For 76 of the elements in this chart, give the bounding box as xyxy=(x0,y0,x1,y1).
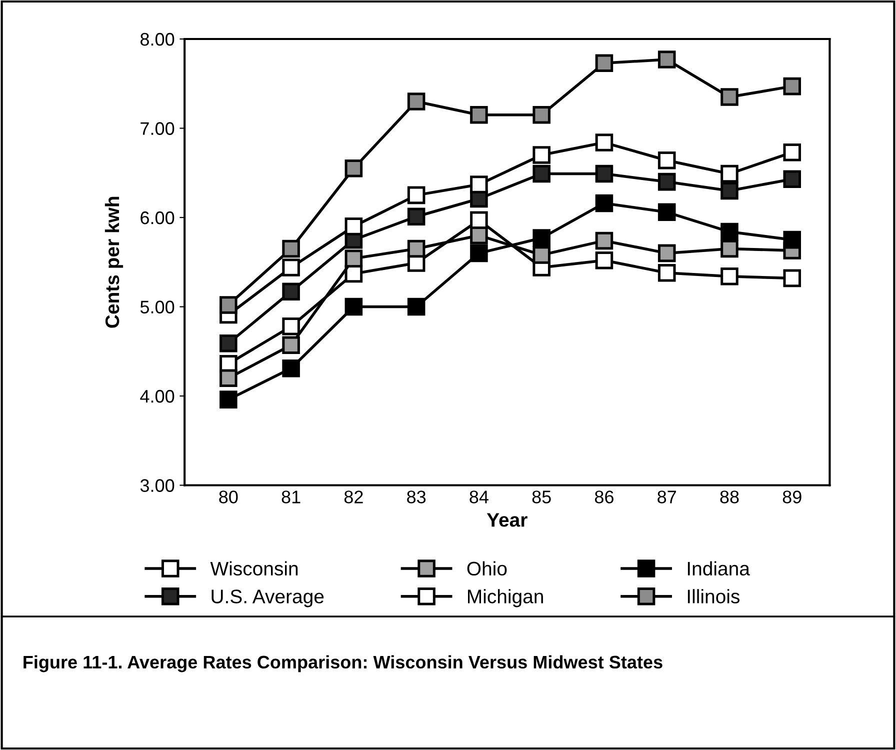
point xyxy=(595,194,614,212)
point xyxy=(658,203,676,222)
point xyxy=(658,244,676,262)
x-tick-label: 81 xyxy=(282,490,300,504)
point xyxy=(720,240,738,258)
point xyxy=(470,226,488,244)
point xyxy=(720,164,738,183)
point xyxy=(282,336,300,354)
point xyxy=(532,164,550,183)
point xyxy=(595,134,614,152)
point xyxy=(344,218,363,236)
y-tick-label: 6.00 xyxy=(140,211,174,224)
caption: Figure 11-1. Average Rates Comparison: Wisconsin Versus Midwest States xyxy=(24,655,662,672)
x-tick-label: 85 xyxy=(532,490,551,504)
y-tick-label: 5.00 xyxy=(140,300,174,314)
legend-label: U.S. Average xyxy=(212,590,324,608)
point xyxy=(532,246,550,264)
point xyxy=(783,143,802,162)
point xyxy=(658,172,676,191)
y-tick-label: 8.00 xyxy=(140,32,174,46)
legend-label: Michigan xyxy=(468,589,543,608)
point xyxy=(595,232,614,250)
point xyxy=(407,92,426,110)
point xyxy=(282,282,300,300)
point xyxy=(720,268,738,286)
x-tick-label: 82 xyxy=(344,490,363,504)
point xyxy=(282,359,300,378)
x-tick-label: 80 xyxy=(219,490,238,504)
point xyxy=(470,176,488,194)
point xyxy=(720,182,738,200)
point xyxy=(532,229,550,247)
point xyxy=(658,151,676,170)
point xyxy=(720,88,738,106)
point xyxy=(407,208,426,226)
y-tick-label: 7.00 xyxy=(140,122,174,135)
point xyxy=(282,317,300,336)
point xyxy=(658,264,676,282)
point xyxy=(595,164,614,183)
y-axis-title: Cents per kwh xyxy=(104,196,124,328)
legend-label: Wisconsin xyxy=(210,561,298,576)
point xyxy=(220,390,238,408)
y-tick-label: 3.00 xyxy=(140,479,174,492)
point xyxy=(407,298,426,316)
point xyxy=(658,50,676,68)
point xyxy=(407,186,426,204)
x-tick-label: 87 xyxy=(658,490,676,504)
x-axis-title: Year xyxy=(486,513,528,527)
point xyxy=(470,244,488,262)
point xyxy=(783,77,802,96)
point xyxy=(532,106,550,124)
x-tick-label: 86 xyxy=(594,490,614,504)
point xyxy=(282,258,300,276)
point xyxy=(220,296,238,314)
point xyxy=(344,298,363,316)
point xyxy=(220,369,238,388)
legend-label: Illinois xyxy=(688,589,740,604)
point xyxy=(470,106,488,124)
point xyxy=(783,269,802,288)
x-tick-label: 84 xyxy=(470,490,488,504)
point xyxy=(595,54,614,72)
point xyxy=(282,240,300,258)
point xyxy=(220,334,238,352)
point xyxy=(595,251,614,270)
point xyxy=(783,230,802,249)
point xyxy=(783,170,802,188)
point xyxy=(344,250,363,268)
legend-label: Indiana xyxy=(688,561,750,576)
point xyxy=(720,222,738,241)
point xyxy=(407,240,426,258)
x-tick-label: 89 xyxy=(782,490,802,504)
legend-label: Ohio xyxy=(467,561,507,576)
x-tick-label: 88 xyxy=(720,490,739,504)
point xyxy=(344,160,363,178)
point xyxy=(532,146,550,164)
y-tick-label: 4.00 xyxy=(140,390,174,403)
x-tick-label: 83 xyxy=(407,490,426,504)
